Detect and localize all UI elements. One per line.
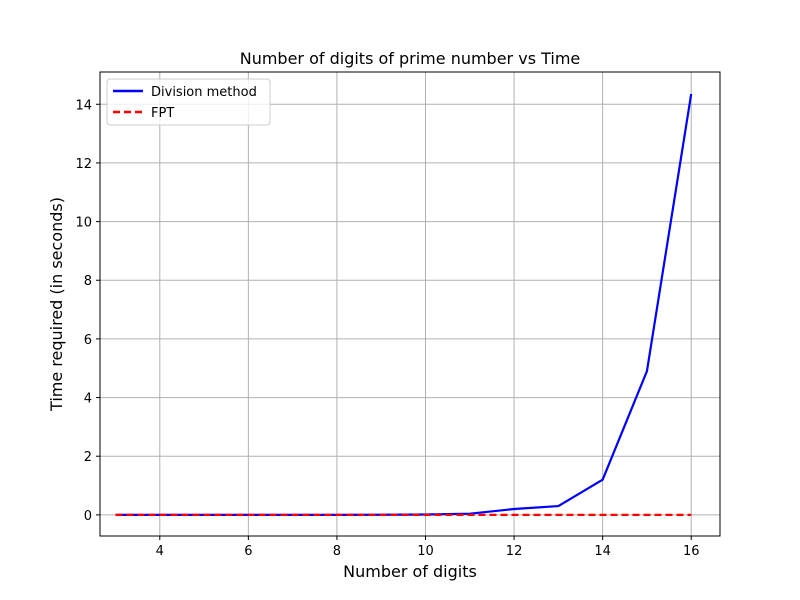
legend: Division method FPT: [106, 78, 271, 126]
axis-ticks: 4 6 8 10 12 14 16 0 2 4 6 8 10 12 14: [75, 98, 699, 559]
x-tick-label: 8: [333, 544, 341, 559]
legend-label-division-method: Division method: [151, 85, 257, 100]
x-axis-title: Number of digits: [343, 562, 477, 581]
y-tick-label: 10: [75, 216, 92, 231]
chart-title: Number of digits of prime number vs Time: [240, 49, 581, 68]
plot-frame: [99, 71, 721, 537]
series-lines: [115, 93, 693, 516]
y-tick-label: 14: [75, 98, 92, 113]
y-tick-label: 12: [75, 157, 92, 172]
x-tick-label: 16: [683, 544, 700, 559]
x-tick-label: 4: [156, 544, 164, 559]
y-tick-label: 8: [84, 274, 92, 289]
y-tick-label: 4: [84, 392, 92, 407]
x-tick-label: 10: [417, 544, 434, 559]
legend-label-fpt: FPT: [151, 106, 174, 121]
x-tick-label: 14: [594, 544, 611, 559]
y-tick-label: 6: [84, 333, 92, 348]
x-tick-label: 6: [244, 544, 252, 559]
legend-box: [106, 78, 271, 126]
y-axis-title: Time required (in seconds): [47, 197, 66, 412]
y-tick-label: 0: [84, 509, 92, 524]
x-tick-label: 12: [506, 544, 523, 559]
y-tick-label: 2: [84, 450, 92, 465]
